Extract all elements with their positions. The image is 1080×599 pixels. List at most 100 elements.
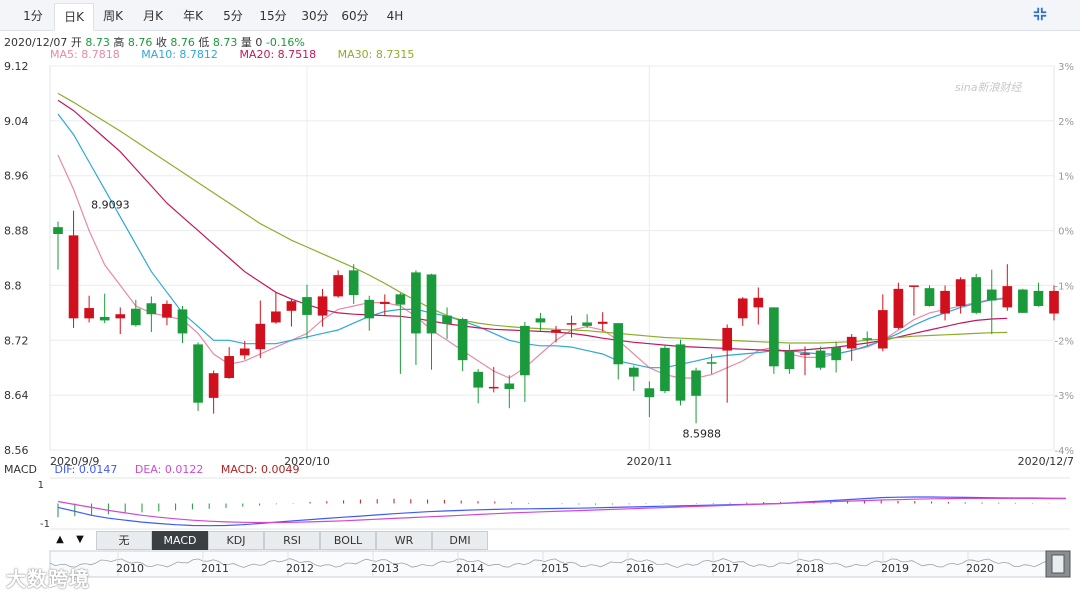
x-tick-label: 2020/10 (284, 455, 330, 468)
dea-line (57, 497, 1066, 524)
dif-legend: DIF: 0.0147 (54, 463, 118, 476)
overview-year-label: 2015 (541, 562, 569, 575)
indicator-rsi[interactable]: RSI (264, 531, 320, 550)
candle-body (535, 318, 546, 323)
period-tabbar: 1分 日K 周K 月K 年K 5分 15分 30分 60分 4H (0, 0, 1080, 31)
overview-year-label: 2020 (966, 562, 994, 575)
indicator-boll[interactable]: BOLL (320, 531, 376, 550)
candle-body (566, 323, 577, 325)
candle-body (364, 299, 375, 319)
y-tick-label: 8.72 (4, 334, 29, 347)
candle-body (660, 347, 670, 392)
candle-body (582, 322, 592, 326)
candle-body (99, 316, 110, 321)
bottom-watermark: 大数跨境 (6, 567, 90, 591)
candle-body (255, 323, 266, 350)
pct-tick-label: -1% (1055, 281, 1074, 292)
y-tick-label: 8.88 (4, 225, 29, 238)
candle-body (909, 285, 919, 287)
candle-body (302, 297, 312, 315)
indicator-kdj[interactable]: KDJ (208, 531, 264, 550)
y-tick-label: 8.64 (4, 389, 29, 402)
candle-body (224, 356, 235, 378)
scroll-down-arrow[interactable]: ▼ (76, 534, 84, 545)
tab-5min[interactable]: 5分 (223, 9, 243, 23)
tab-4h[interactable]: 4H (386, 9, 404, 23)
ma-line-ma10 (57, 113, 1008, 369)
candle-body (846, 336, 857, 349)
tab-30min[interactable]: 30分 (301, 9, 329, 23)
indicator-none[interactable]: 无 (96, 531, 152, 550)
pct-tick-label: -2% (1055, 336, 1074, 347)
tab-yearly-k[interactable]: 年K (183, 9, 203, 23)
candle-body (130, 308, 141, 326)
volume-value: 0 (255, 36, 263, 49)
candle-body (940, 290, 950, 314)
overview-frame (49, 550, 1071, 578)
change-percent: -0.16% (265, 36, 305, 49)
candle-body (286, 301, 297, 311)
candle-body (862, 338, 873, 340)
indicator-wr[interactable]: WR (376, 531, 432, 550)
ma20-legend: MA20: 8.7518 (239, 48, 317, 61)
pct-tick-label: 0% (1058, 227, 1074, 238)
candle-body (348, 270, 359, 296)
pct-tick-label: 2% (1058, 117, 1074, 128)
candle-body (551, 330, 561, 333)
candle-body (271, 311, 281, 323)
macd-value-legend: MACD: 0.0049 (220, 463, 300, 476)
ma-line-ma20 (57, 99, 1008, 352)
tab-15min[interactable]: 15分 (259, 9, 287, 23)
brand-watermark: sina新浪财经 (955, 81, 1022, 94)
pct-tick-label: -4% (1055, 446, 1074, 457)
candle-body (68, 235, 79, 319)
overview-line (49, 558, 1071, 568)
candle-body (1018, 289, 1028, 313)
candle-body (333, 275, 343, 297)
tab-daily-k[interactable]: 日K (54, 3, 94, 31)
indicator-dmi[interactable]: DMI (432, 531, 488, 550)
candle-body (800, 353, 810, 355)
scroll-up-arrow[interactable]: ▲ (56, 534, 64, 545)
tab-weekly-k[interactable]: 周K (103, 9, 123, 23)
candle-body (84, 308, 94, 319)
candle-body (317, 296, 328, 316)
candle-body (53, 227, 63, 234)
candle-body (613, 323, 624, 365)
candle-body (769, 307, 779, 367)
close-label: 收 (155, 36, 167, 49)
overview-year-label: 2014 (456, 562, 484, 575)
candle-body (1002, 286, 1013, 308)
candle-body (877, 310, 888, 349)
macd-title: MACD (4, 463, 37, 476)
high-label: 高 (113, 36, 125, 49)
candle-body (628, 367, 639, 377)
ma-legend: MA5: 8.7818 MA10: 8.7812 MA20: 8.7518 MA… (50, 48, 432, 61)
dea-legend: DEA: 0.0122 (134, 463, 204, 476)
candle-body (691, 370, 701, 396)
candle-body (411, 272, 421, 334)
ma10-legend: MA10: 8.7812 (141, 48, 218, 61)
candle-body (193, 344, 203, 403)
candle-body (442, 315, 452, 324)
overview-year-label: 2011 (201, 562, 229, 575)
candle-body (426, 274, 437, 334)
indicator-macd[interactable]: MACD (152, 531, 208, 550)
candle-body (675, 344, 686, 401)
quote-summary: 2020/12/07 开 8.73 高 8.76 收 8.76 低 8.73 量… (4, 34, 305, 50)
volume-label: 量 (240, 36, 252, 49)
quote-date: 2020/12/07 (4, 36, 68, 49)
y-tick-label: 9.04 (4, 115, 29, 128)
candle-body (115, 314, 126, 319)
pct-tick-label: 1% (1058, 172, 1074, 183)
candle-body (379, 301, 390, 304)
low-value: 8.73 (212, 36, 238, 49)
tab-monthly-k[interactable]: 月K (143, 9, 163, 23)
y-tick-label: 9.12 (4, 60, 29, 73)
tab-60min[interactable]: 60分 (341, 9, 369, 23)
tab-1min[interactable]: 1分 (23, 9, 43, 23)
candle-body (146, 303, 157, 315)
collapse-icon[interactable] (1032, 6, 1048, 22)
candle-body (239, 348, 250, 356)
candle-body (924, 288, 935, 306)
